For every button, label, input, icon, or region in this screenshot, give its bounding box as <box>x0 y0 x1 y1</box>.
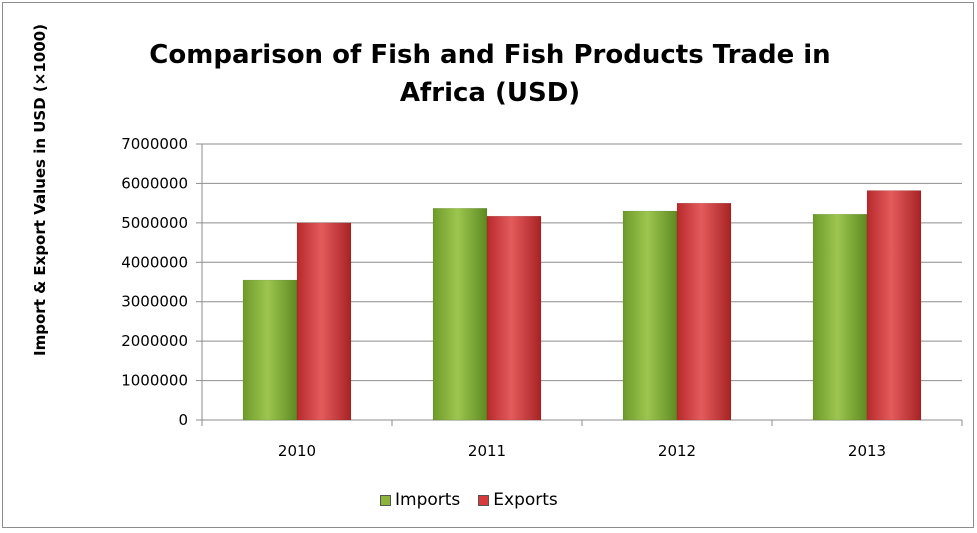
bars <box>242 190 922 421</box>
bar-imports-2013 <box>812 213 868 421</box>
y-tick-label: 2000000 <box>121 332 188 350</box>
legend-label-exports: Exports <box>493 490 558 510</box>
bar-exports-2013 <box>866 190 922 421</box>
y-tick-label: 0 <box>178 411 188 429</box>
y-tick-label: 3000000 <box>121 293 188 311</box>
y-tick-label: 7000000 <box>121 135 188 153</box>
tick-labels: 0 1000000 2000000 3000000 4000000 5000000 6000… <box>121 135 886 460</box>
y-tick-label: 6000000 <box>121 174 188 192</box>
x-tick-label: 2013 <box>848 442 886 460</box>
legend-item-exports: Exports <box>478 490 558 510</box>
x-tick-label: 2012 <box>658 442 696 460</box>
y-tick-label: 5000000 <box>121 214 188 232</box>
x-tick-label: 2011 <box>468 442 506 460</box>
legend-swatch-exports <box>478 494 490 506</box>
legend-item-imports: Imports <box>380 490 460 510</box>
y-tick-label: 4000000 <box>121 253 188 271</box>
bar-exports-2011 <box>486 215 542 421</box>
legend-swatch-imports <box>380 494 391 506</box>
x-tick-label: 2010 <box>278 442 316 460</box>
y-tick-label: 1000000 <box>121 372 188 390</box>
bar-exports-2010 <box>296 222 352 421</box>
bar-imports-2012 <box>622 210 678 421</box>
bar-imports-2011 <box>432 208 488 421</box>
chart-title: Comparison of Fish and Fish Products Tra… <box>149 40 831 108</box>
legend: Imports Exports <box>380 490 570 510</box>
legend-label-imports: Imports <box>395 490 461 510</box>
bar-exports-2012 <box>676 202 732 421</box>
bar-imports-2010 <box>242 279 298 421</box>
